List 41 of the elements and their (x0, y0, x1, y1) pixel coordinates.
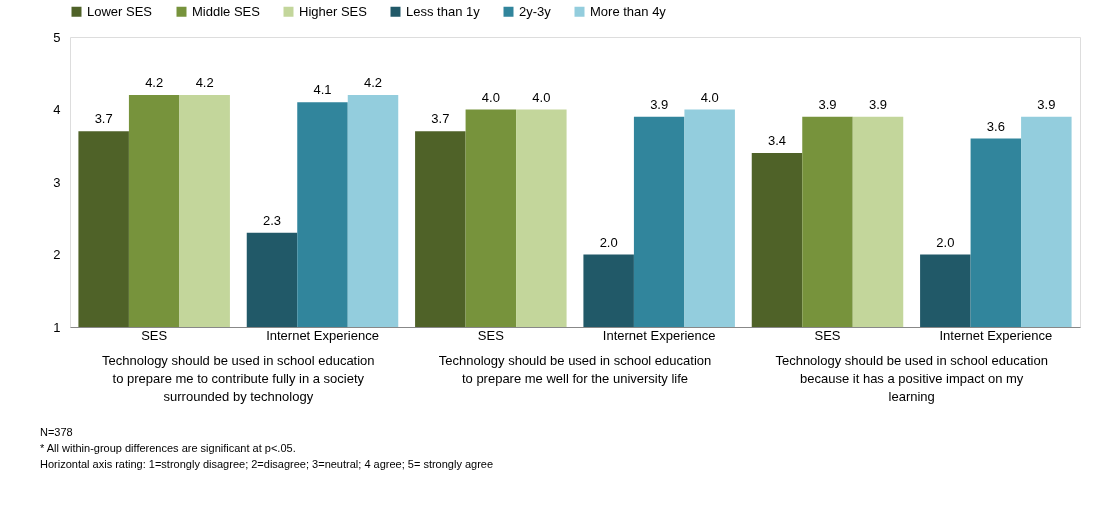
legend-label: Middle SES (192, 3, 261, 19)
text: Horizontal axis rating: 1=strongly disagree; 2=disagree; 3=neutral; 4 agree; 5= strongly agree (40, 458, 494, 470)
data-label: 3.9 (650, 96, 669, 112)
legend-label: Lower SES (87, 3, 153, 19)
x-tick-label: Internet Experience (602, 327, 716, 343)
y-tick-label: 3 (53, 174, 61, 190)
y-tick-label: 5 (53, 29, 61, 45)
data-label: 3.9 (818, 96, 837, 112)
data-label: 4.0 (481, 89, 500, 105)
y-tick-label: 4 (53, 102, 61, 117)
data-label: 4.0 (700, 89, 719, 105)
data-label: 3.7 (94, 111, 113, 127)
data-label: 4.1 (313, 82, 332, 98)
data-label: 3.9 (868, 96, 888, 112)
text: N=378 (40, 426, 73, 438)
data-label: 3.7 (431, 111, 450, 127)
legend-label: Less than 1y (406, 3, 481, 19)
text: Technology should be used in school education because it has a positive impact on my learning (775, 353, 1048, 404)
data-label: 3.6 (986, 118, 1005, 134)
data-label: 4.2 (363, 75, 383, 90)
data-label: 3.4 (767, 133, 787, 148)
y-tick-label: 2 (53, 247, 61, 262)
x-tick-label: Internet Experience (266, 327, 379, 343)
legend-label: Higher SES (299, 3, 368, 19)
text: * All within-group differences are significant at p<.05. (40, 442, 296, 454)
y-tick-label: 1 (53, 319, 61, 335)
data-label: 2.3 (262, 212, 282, 228)
x-tick-label: SES (814, 327, 841, 343)
data-label: 3.9 (1037, 96, 1056, 112)
legend-label: 2y-3y (519, 3, 552, 19)
data-label: 4.0 (532, 89, 551, 105)
data-label: 2.0 (936, 234, 955, 250)
data-label: 4.2 (195, 75, 214, 90)
data-label: 4.2 (145, 75, 164, 90)
text: Technology should be used in school education to prepare me to contribute fully in a society surrounded by technology (102, 353, 375, 404)
text: Technology should be used in school education to prepare me well for the university life (438, 353, 712, 386)
data-label: 2.0 (599, 234, 618, 250)
legend-label: More than 4y (590, 3, 667, 19)
x-tick-label: Internet Experience (939, 327, 1053, 343)
x-tick-label: SES (477, 327, 505, 343)
x-tick-label: SES (141, 327, 168, 343)
